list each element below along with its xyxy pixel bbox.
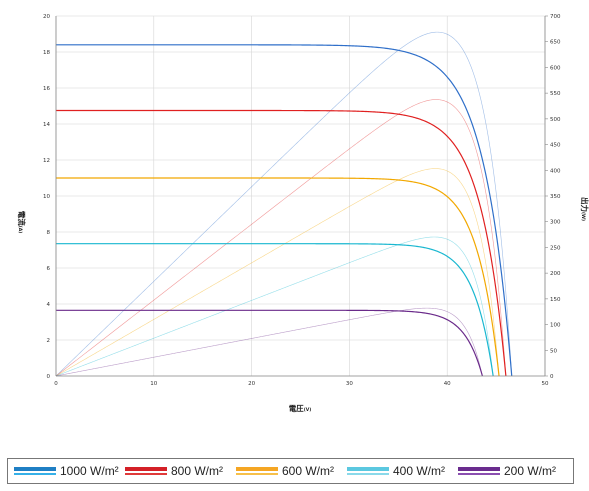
legend-label: 200 W/m²: [504, 464, 557, 478]
power-curve-4: [55, 307, 483, 377]
current-curve-1: [56, 109, 507, 377]
x-tick-label: 20: [248, 381, 255, 387]
x-tick-label: 30: [346, 381, 353, 387]
y-tick-label: 14: [43, 122, 50, 128]
legend-label: 800 W/m²: [171, 464, 224, 478]
y-tick-label: 18: [43, 50, 50, 56]
current-curve-3: [56, 243, 494, 377]
legend-swatch: [14, 467, 56, 476]
curves: [55, 31, 513, 377]
y2-tick-label: 50: [550, 348, 557, 354]
power-curve-0: [55, 31, 513, 377]
legend-label: 400 W/m²: [393, 464, 446, 478]
y-tick-label: 16: [43, 86, 50, 92]
power-curve-1: [55, 99, 507, 377]
current-curve-0: [56, 44, 513, 377]
grid: [55, 15, 546, 377]
y2-tick-label: 450: [550, 143, 561, 149]
legend-swatch: [125, 467, 167, 476]
x-tick-label: 50: [542, 381, 549, 387]
legend-swatch: [347, 467, 389, 476]
axes: [55, 15, 548, 377]
legend-swatch: [236, 467, 278, 476]
current-curve-4: [56, 309, 483, 377]
legend-swatch: [458, 467, 500, 476]
y-tick-label: 20: [43, 14, 50, 20]
y2-tick-label: 350: [550, 194, 561, 200]
legend-label: 1000 W/m²: [60, 464, 119, 478]
y-tick-label: 0: [47, 374, 51, 380]
y2-tick-label: 0: [550, 374, 554, 380]
y-tick-label: 8: [47, 230, 51, 236]
y2-tick-label: 100: [550, 323, 561, 329]
y-tick-label: 4: [47, 302, 51, 308]
x-tick-label: 0: [54, 381, 58, 387]
tick-labels: 0 10 20 30 40 5002468101214161820050100150200…: [43, 14, 561, 387]
x-axis-title: 電圧(V): [289, 403, 312, 413]
power-curve-2: [55, 168, 500, 377]
y2-tick-label: 700: [550, 14, 561, 20]
y2-axis-title: 出力(W): [580, 197, 589, 221]
x-tick-label: 10: [150, 381, 157, 387]
y2-tick-label: 650: [550, 40, 561, 46]
y2-tick-label: 250: [550, 245, 561, 251]
y-axis-title: 電流(A): [17, 211, 27, 234]
y-tick-label: 2: [47, 338, 51, 344]
y2-tick-label: 300: [550, 220, 561, 226]
y-tick-label: 10: [43, 194, 50, 200]
y-tick-label: 12: [43, 158, 50, 164]
y2-tick-label: 500: [550, 117, 561, 123]
y-tick-label: 6: [47, 266, 51, 272]
x-tick-label: 40: [444, 381, 451, 387]
y2-tick-label: 550: [550, 91, 561, 97]
current-curve-2: [56, 177, 500, 377]
y2-tick-label: 200: [550, 271, 561, 277]
y2-tick-label: 150: [550, 297, 561, 303]
y2-tick-label: 400: [550, 168, 561, 174]
legend-label: 600 W/m²: [282, 464, 335, 478]
iv-pv-chart: 0 10 20 30 40 5002468101214161820050100150200…: [17, 14, 589, 413]
power-curve-3: [55, 236, 494, 377]
legend: 1000 W/m² 800 W/m² 600 W/m² 400 W/m² 200…: [7, 458, 574, 484]
y2-tick-label: 600: [550, 65, 561, 71]
